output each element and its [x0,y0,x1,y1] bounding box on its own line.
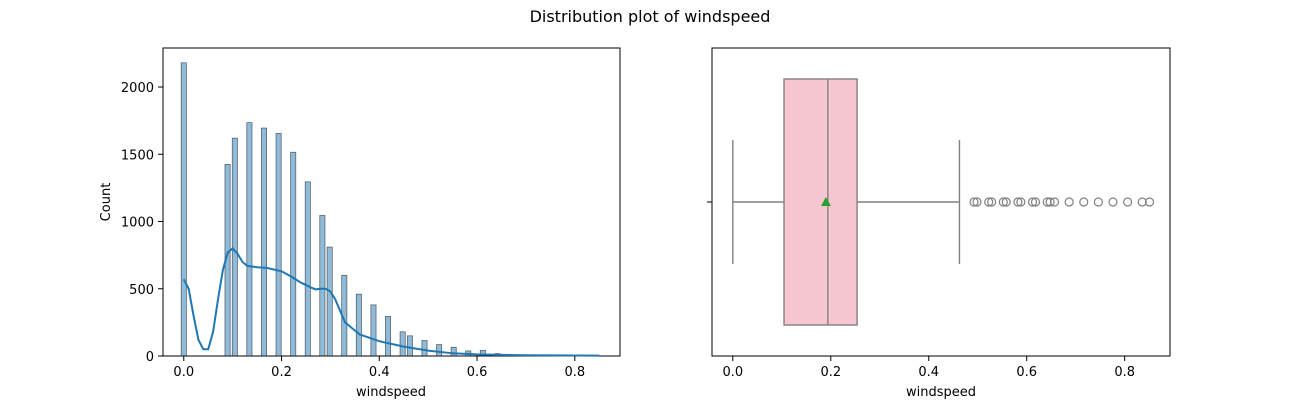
boxplot-elements [733,79,1154,325]
boxplot-outlier [1094,198,1102,206]
histogram-bar [451,347,456,356]
histogram-x-tick-label: 0.2 [271,365,292,380]
histogram-bar [320,215,325,356]
boxplot-outlier [1109,198,1117,206]
boxplot-outlier [1124,198,1132,206]
histogram-y-tick-label: 2000 [121,81,154,96]
boxplot-x-label: windspeed [906,385,976,400]
histogram-bar [305,182,310,356]
histogram-bar [247,123,252,356]
kde-curve [184,248,599,355]
histogram-x-tick-label: 0.6 [467,365,488,380]
boxplot-outlier [1065,198,1073,206]
histogram-y-ticks: 0 500 1000 1500 2000 [121,81,163,365]
histogram-x-label: windspeed [356,385,426,400]
histogram-bar [407,336,412,356]
boxplot-x-tick-label: 0.0 [722,365,743,380]
histogram-bar [356,294,361,356]
histogram-y-label: Count [99,183,114,222]
histogram-x-tick-label: 0.4 [369,365,390,380]
boxplot-x-tick-label: 0.2 [820,365,841,380]
histogram-y-tick-label: 1500 [121,148,154,163]
histogram-x-tick-label: 0.0 [173,365,194,380]
histogram-frame [163,48,620,356]
boxplot-box [784,79,857,325]
histogram-bar [422,341,427,356]
figure-title: Distribution plot of windspeed [530,7,771,26]
histogram-x-tick-label: 0.8 [564,365,585,380]
histogram-bar [327,247,332,356]
boxplot-panel: 0.0 0.2 0.4 0.6 0.8 windspeed [707,48,1170,400]
histogram-bar [436,345,441,356]
boxplot-x-ticks: 0.0 0.2 0.4 0.6 0.8 [722,356,1135,380]
histogram-y-tick-label: 500 [129,283,154,298]
histogram-bar [291,152,296,356]
histogram-x-ticks: 0.0 0.2 0.4 0.6 0.8 [173,356,585,380]
boxplot-x-tick-label: 0.6 [1016,365,1037,380]
histogram-bar [261,128,266,356]
histogram-bar [181,63,186,356]
histogram-bars [181,63,602,356]
histogram-bar [232,138,237,356]
histogram-bar [385,316,390,356]
boxplot-outlier [1080,198,1088,206]
boxplot-x-tick-label: 0.8 [1114,365,1135,380]
histogram-panel: 0.0 0.2 0.4 0.6 0.8 0 500 1000 1500 2000 windspe… [99,48,620,400]
histogram-y-tick-label: 0 [146,350,154,365]
histogram-bar [371,305,376,356]
histogram-bar [276,133,281,356]
boxplot-x-tick-label: 0.4 [918,365,939,380]
histogram-y-tick-label: 1000 [121,216,154,231]
histogram-bar [400,332,405,356]
